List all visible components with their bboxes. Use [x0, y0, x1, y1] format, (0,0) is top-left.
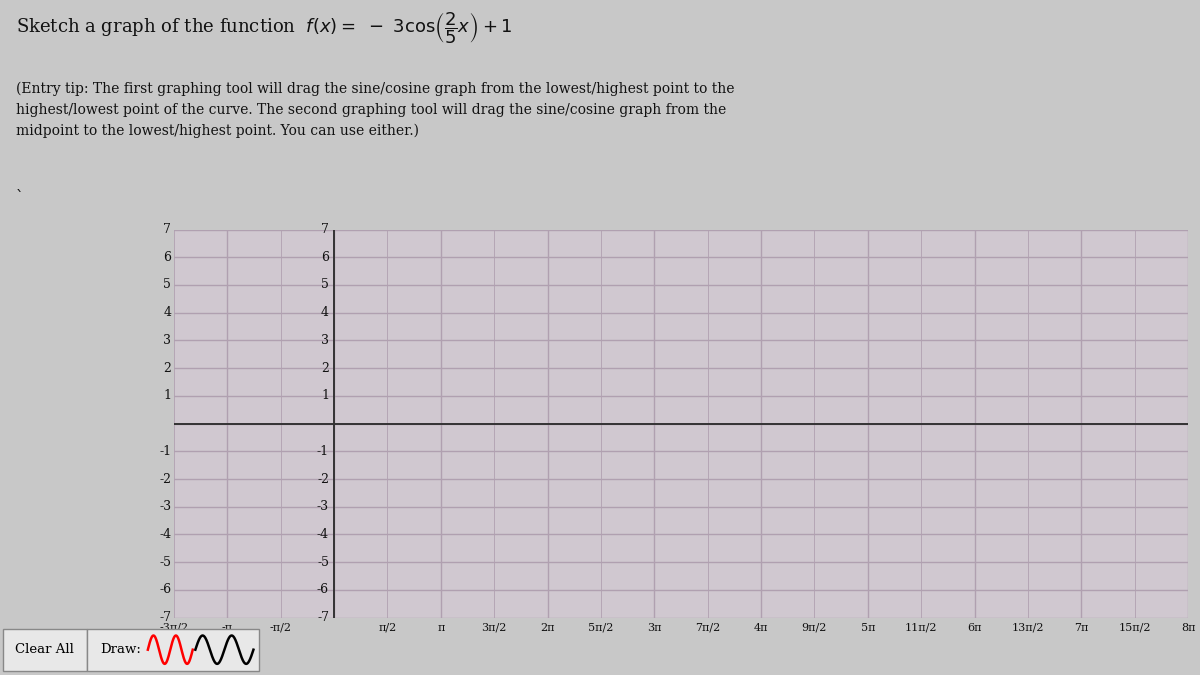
- Text: -4: -4: [160, 528, 172, 541]
- Text: 1: 1: [322, 389, 329, 402]
- Text: π: π: [437, 622, 444, 632]
- Text: -7: -7: [317, 611, 329, 624]
- Text: -3π/2: -3π/2: [160, 622, 188, 632]
- Text: 11π/2: 11π/2: [905, 622, 937, 632]
- Text: -2: -2: [317, 472, 329, 485]
- Text: Draw:: Draw:: [101, 643, 142, 656]
- Text: (Entry tip: The first graphing tool will drag the sine/cosine graph from the low: (Entry tip: The first graphing tool will…: [16, 82, 734, 138]
- Text: -1: -1: [160, 445, 172, 458]
- Text: 13π/2: 13π/2: [1012, 622, 1044, 632]
- Text: 6: 6: [163, 250, 172, 264]
- Text: 3: 3: [322, 334, 329, 347]
- Text: 6: 6: [322, 250, 329, 264]
- Text: -1: -1: [317, 445, 329, 458]
- Text: -3: -3: [160, 500, 172, 513]
- Text: -2: -2: [160, 472, 172, 485]
- Text: Clear All: Clear All: [16, 643, 74, 656]
- Text: 2: 2: [322, 362, 329, 375]
- FancyBboxPatch shape: [88, 629, 259, 672]
- Text: 4: 4: [322, 306, 329, 319]
- Text: π/2: π/2: [378, 622, 396, 632]
- Text: -π/2: -π/2: [270, 622, 292, 632]
- Text: 15π/2: 15π/2: [1118, 622, 1151, 632]
- Text: Sketch a graph of the function  $f(x) = \ -\ 3\cos\!\left(\dfrac{2}{5}x\right)+1: Sketch a graph of the function $f(x) = \…: [16, 11, 512, 47]
- Text: -6: -6: [317, 583, 329, 597]
- Text: -4: -4: [317, 528, 329, 541]
- Text: 7: 7: [163, 223, 172, 236]
- Text: 3π: 3π: [647, 622, 661, 632]
- Text: `: `: [16, 190, 23, 205]
- Text: -3: -3: [317, 500, 329, 513]
- Text: 4: 4: [163, 306, 172, 319]
- Text: 7π: 7π: [1074, 622, 1088, 632]
- Text: 2π: 2π: [540, 622, 554, 632]
- Text: -6: -6: [160, 583, 172, 597]
- Text: -5: -5: [160, 556, 172, 568]
- Text: 1: 1: [163, 389, 172, 402]
- Text: 3: 3: [163, 334, 172, 347]
- Text: 5π: 5π: [860, 622, 875, 632]
- Text: 5: 5: [322, 279, 329, 292]
- Text: -π: -π: [222, 622, 233, 632]
- Text: -5: -5: [317, 556, 329, 568]
- Text: 9π/2: 9π/2: [802, 622, 827, 632]
- Text: 8π: 8π: [1181, 622, 1195, 632]
- Text: 7: 7: [322, 223, 329, 236]
- Text: 6π: 6π: [967, 622, 982, 632]
- Text: 4π: 4π: [754, 622, 768, 632]
- Text: 5π/2: 5π/2: [588, 622, 613, 632]
- Text: 7π/2: 7π/2: [695, 622, 720, 632]
- Text: 3π/2: 3π/2: [481, 622, 506, 632]
- FancyBboxPatch shape: [2, 629, 88, 672]
- Text: -7: -7: [160, 611, 172, 624]
- Text: 5: 5: [163, 279, 172, 292]
- Text: 2: 2: [163, 362, 172, 375]
